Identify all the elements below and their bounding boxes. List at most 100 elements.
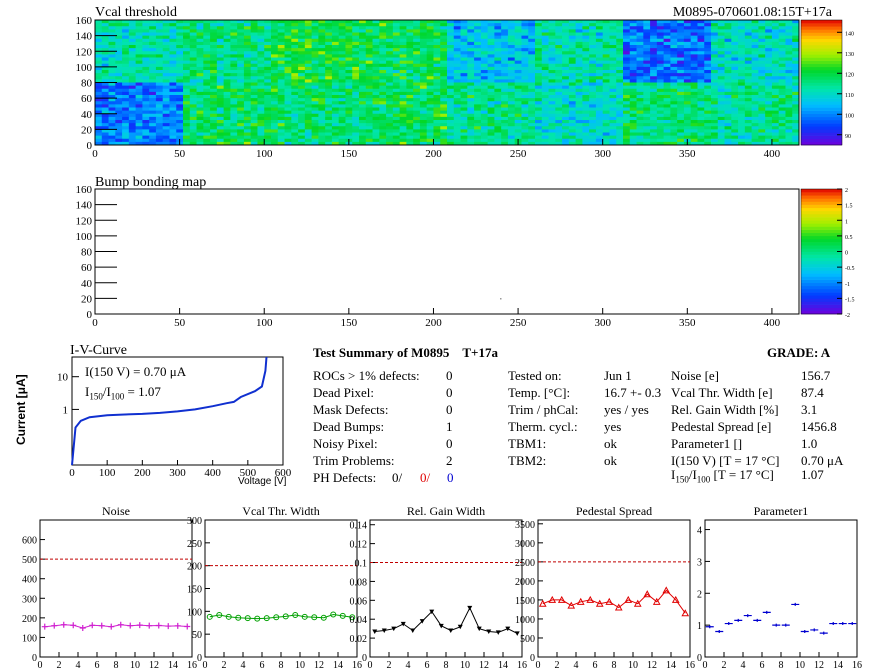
x-tick-label: 4 [406,660,411,671]
svg-text:160: 160 [76,15,93,27]
data-point [51,622,58,629]
svg-text:400: 400 [764,317,781,329]
y-tick-label: 400 [22,575,37,586]
x-tick-label: 8 [444,660,449,671]
y-tick-label: 250 [187,539,202,550]
condition-label: Temp. [°C]: [508,385,571,400]
y-tick-label: 0.1 [355,559,368,570]
y-tick-label: 2000 [515,577,535,588]
iv-ratio-sub1: 150 [89,391,103,402]
result-value: 156.7 [801,368,831,383]
chart-title: Rel. Gain Width [407,504,485,518]
result-value: 1.0 [801,436,818,451]
data-point [829,622,838,626]
svg-text:130: 130 [845,52,854,58]
data-point [301,613,308,620]
svg-text:100: 100 [99,467,116,479]
svg-text:120: 120 [76,215,93,227]
x-tick-label: 2 [555,660,560,671]
x-tick-label: 14 [833,660,843,671]
vcal-x-axis: 0 50 100 150 200 250 300 350 400 [92,139,781,160]
data-point [70,622,77,629]
data-point [117,621,124,628]
x-tick-label: 4 [574,660,579,671]
x-tick-label: 14 [333,660,343,671]
chart-frame [369,519,523,658]
svg-text:-0.5: -0.5 [845,266,855,272]
defect-value: 0 [446,385,453,400]
chart-title: Vcal Thr. Width [242,504,319,518]
y-tick-label: 3 [697,557,702,568]
condition-value: ok [604,453,617,468]
defect-value: 2 [446,453,453,468]
ph-defects-value-2: 0/ [420,470,431,485]
data-point [743,614,752,618]
svg-text:350: 350 [679,317,696,329]
y-tick-label: 0 [530,653,535,664]
svg-text:0: 0 [87,309,93,321]
defect-label: Trim Problems: [313,453,395,468]
data-point [514,631,520,636]
x-tick-label: 8 [612,660,617,671]
data-point [624,595,633,603]
svg-text:0: 0 [845,251,848,257]
x-tick-label: 10 [130,660,140,671]
defect-label: ROCs > 1% defects: [313,368,420,383]
series-line [542,589,686,614]
svg-text:250: 250 [510,148,527,160]
x-tick-label: 0 [38,660,43,671]
svg-text:100: 100 [76,231,93,243]
data-point [127,622,134,629]
condition-value: yes [604,419,622,434]
iv-ratio-mid: /I [102,384,111,399]
data-point [349,614,356,621]
chart-frame [704,519,858,658]
svg-text:60: 60 [81,93,93,105]
svg-text:80: 80 [81,247,93,259]
y-tick-label: 3000 [515,539,535,550]
svg-text:100: 100 [845,113,854,119]
chart-noise: Noise 0 2 4 6 8 10 12 14 16 0 100 200 300 400 500 600 [22,504,197,671]
x-tick-label: 16 [685,660,695,671]
data-point [800,630,809,634]
svg-text:300: 300 [594,148,611,160]
data-point [235,614,242,621]
result-value: 0.70 μA [801,453,844,468]
data-point [438,623,444,629]
y-tick-label: 300 [187,516,202,527]
result-label: Rel. Gain Width [%] [671,402,779,417]
condition-value: ok [604,436,617,451]
condition-label: Tested on: [508,368,562,383]
module-label: M0895-070601.08:15T+17a [672,5,832,20]
defect-value: 0 [446,402,453,417]
condition-value: yes / yes [604,402,649,417]
defect-label: Noisy Pixel: [313,436,378,451]
x-tick-label: 12 [479,660,489,671]
y-tick-label: 0.14 [350,521,368,532]
data-point [79,625,86,632]
data-point [419,619,425,624]
x-tick-label: 2 [387,660,392,671]
svg-text:300: 300 [594,317,611,329]
y-tick-label: 0 [362,653,367,664]
svg-text:50: 50 [174,317,186,329]
x-tick-label: 6 [760,660,765,671]
svg-text:140: 140 [76,200,93,212]
iv-ylabel: Current [μA] [14,374,28,445]
x-tick-label: 16 [352,660,362,671]
y-tick-label: 600 [22,536,37,547]
svg-text:110: 110 [845,93,854,99]
result-value: 1456.8 [801,419,837,434]
data-point [633,599,642,607]
x-tick-label: 10 [795,660,805,671]
svg-text:500: 500 [240,467,257,479]
result-label: Pedestal Spread [e] [671,419,772,434]
condition-label: Trim / phCal: [508,402,579,417]
svg-text:40: 40 [81,278,93,290]
x-tick-label: 4 [76,660,81,671]
result-value: 87.4 [801,385,824,400]
series-line [209,613,353,620]
svg-text:200: 200 [425,148,442,160]
